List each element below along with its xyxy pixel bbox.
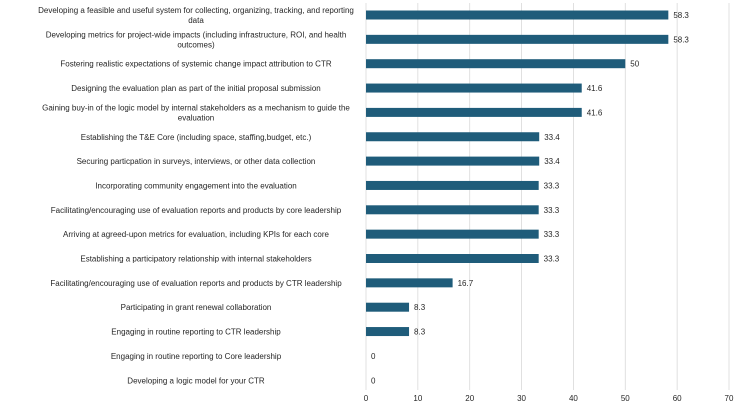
bar [366,229,539,239]
bar [366,278,453,288]
bar [366,156,540,166]
category-label: Arriving at agreed-upon metrics for eval… [63,230,329,239]
data-label: 33.3 [544,255,560,264]
category-label: Developing a logic model for your CTR [127,376,265,385]
bar [366,59,626,69]
x-tick-label: 30 [517,394,526,403]
data-label: 8.3 [414,303,426,312]
x-tick-label: 0 [364,394,369,403]
category-label: data [188,16,204,25]
data-label: 0 [371,376,376,385]
category-label: Participating in grant renewal collabora… [121,303,272,312]
data-label: 33.3 [544,206,560,215]
x-tick-label: 50 [621,394,630,403]
data-label: 33.4 [544,133,560,142]
category-labels: Developing a feasible and useful system … [38,6,354,385]
category-label: Gaining buy-in of the logic model by int… [42,103,350,112]
data-label: 8.3 [414,328,426,337]
category-label: Incorporating community engagement into … [95,181,296,190]
bar [366,254,539,263]
category-label: Securing particpation in surveys, interv… [77,157,316,166]
category-label: Designing the evaluation plan as part of… [71,84,320,93]
bar [366,180,539,190]
data-label: 58.3 [673,11,689,20]
category-label: Engaging in routine reporting to Core le… [111,352,282,361]
x-tick-label: 40 [569,394,578,403]
x-tick-label: 70 [725,394,734,403]
data-label: 33.4 [544,157,560,166]
category-label: Establishing a participatory relationshi… [80,255,311,264]
data-label: 41.6 [587,84,603,93]
data-label: 33.3 [544,181,560,190]
x-tick-label: 10 [413,394,422,403]
bar [366,107,582,117]
category-label: Establishing the T&E Core (including spa… [81,133,312,142]
data-label: 50 [630,60,639,69]
data-label: 16.7 [458,279,474,288]
data-label: 41.6 [587,108,603,117]
category-label: Developing a feasible and useful system … [38,6,354,15]
bar [366,10,669,20]
data-label: 33.3 [544,230,560,239]
category-label: Facilitating/encouraging use of evaluati… [51,206,342,215]
bars [366,10,669,337]
bar [366,327,410,337]
category-label: Engaging in routine reporting to CTR lea… [111,328,281,337]
bar [366,83,582,93]
bar [366,132,540,142]
x-axis-ticks: 0 10 20 30 40 50 60 70 [364,394,734,403]
bar [366,205,539,215]
data-label: 0 [371,352,376,361]
category-label: Fostering realistic expectations of syst… [60,60,331,69]
category-label: Developing metrics for project-wide impa… [46,30,347,39]
category-label: outcomes) [177,40,215,49]
bar [366,34,669,44]
data-labels: 58.3 58.3 50 41.6 41.6 33.4 33.4 33.3 33.3 33.3 33… [371,11,689,385]
category-label: evaluation [178,113,214,122]
data-label: 58.3 [673,35,689,44]
bar [366,302,410,312]
category-label: Facilitating/encouraging use of evaluati… [50,279,342,288]
x-tick-label: 20 [465,394,474,403]
x-tick-label: 60 [673,394,682,403]
